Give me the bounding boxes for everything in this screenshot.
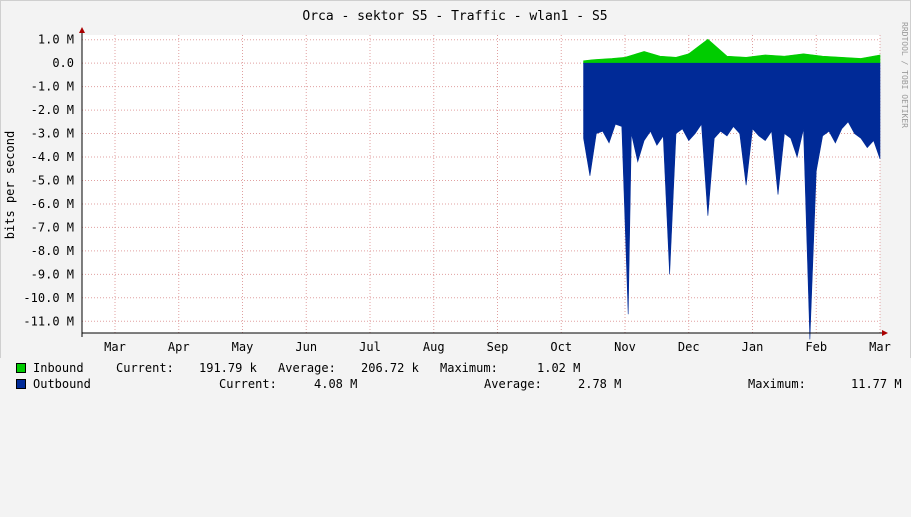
y-tick-label: 1.0 M bbox=[38, 33, 74, 47]
x-tick-label: Mar bbox=[869, 340, 891, 354]
x-tick-label: Oct bbox=[550, 340, 572, 354]
legend-inbound-name: Inbound bbox=[33, 361, 84, 375]
y-tick-label: -11.0 M bbox=[23, 314, 74, 328]
axes bbox=[79, 27, 888, 337]
legend-outbound-swatch bbox=[16, 379, 26, 389]
legend-outbound-name: Outbound bbox=[33, 377, 91, 391]
grid bbox=[82, 35, 881, 333]
y-tick-label: -6.0 M bbox=[31, 197, 74, 211]
legend-outbound: Outbound Current: 4.08 M Average: 2.78 M… bbox=[16, 377, 902, 393]
chart-title: Orca - sektor S5 - Traffic - wlan1 - S5 bbox=[302, 9, 607, 24]
y-tick-label: 0.0 bbox=[52, 56, 74, 70]
y-tick-label: -8.0 M bbox=[31, 244, 74, 258]
tick-labels: 1.0 M 0.0 -1.0 M -2.0 M -3.0 M -4.0 M -5.0 M -6… bbox=[23, 33, 890, 354]
legend-outbound-average-value: 2.78 M bbox=[578, 377, 622, 391]
legend-inbound-maximum-label: Maximum: bbox=[440, 361, 498, 375]
y-tick-label: -4.0 M bbox=[31, 150, 74, 164]
x-tick-label: May bbox=[232, 340, 254, 354]
x-tick-label: Dec bbox=[678, 340, 700, 354]
x-axis-arrow bbox=[882, 330, 888, 336]
chart: Orca - sektor S5 - Traffic - wlan1 - S5 … bbox=[0, 0, 911, 400]
x-tick-label: Jun bbox=[295, 340, 317, 354]
x-tick-label: Sep bbox=[487, 340, 509, 354]
legend-inbound-current-value: 191.79 k bbox=[199, 361, 257, 375]
x-tick-label: Jul bbox=[359, 340, 381, 354]
x-tick-label: Apr bbox=[168, 340, 190, 354]
legend-outbound-maximum-label: Maximum: bbox=[748, 377, 806, 391]
y-tick-label: -3.0 M bbox=[31, 127, 74, 141]
y-tick-label: -7.0 M bbox=[31, 220, 74, 234]
y-tick-label: -2.0 M bbox=[31, 103, 74, 117]
legend-outbound-current-value: 4.08 M bbox=[314, 377, 358, 391]
legend-inbound-maximum-value: 1.02 M bbox=[537, 361, 581, 375]
legend-inbound-current-label: Current: bbox=[116, 361, 174, 375]
series-inbound-area bbox=[583, 38, 881, 64]
y-tick-label: -9.0 M bbox=[31, 267, 74, 281]
series-layer bbox=[583, 38, 881, 340]
x-tick-label: Feb bbox=[805, 340, 827, 354]
legend-outbound-maximum-value: 11.77 M bbox=[851, 377, 902, 391]
legend-outbound-current-label: Current: bbox=[219, 377, 277, 391]
y-axis-arrow bbox=[79, 27, 85, 33]
y-tick-label: -5.0 M bbox=[31, 173, 74, 187]
y-tick-label: -10.0 M bbox=[23, 291, 74, 305]
rrdtool-watermark: RRDTOOL / TOBI OETIKER bbox=[900, 22, 909, 128]
chart-canvas: Orca - sektor S5 - Traffic - wlan1 - S5 … bbox=[0, 0, 911, 400]
x-tick-label: Mar bbox=[104, 340, 126, 354]
legend-inbound-average-value: 206.72 k bbox=[361, 361, 419, 375]
legend-inbound: Inbound Current: 191.79 k Average: 206.7… bbox=[16, 361, 896, 377]
legend-outbound-average-label: Average: bbox=[484, 377, 542, 391]
series-outbound-area bbox=[583, 62, 881, 340]
x-tick-label: Nov bbox=[614, 340, 636, 354]
x-tick-label: Aug bbox=[423, 340, 445, 354]
plot-area: 1.0 M 0.0 -1.0 M -2.0 M -3.0 M -4.0 M -5.0 M -6… bbox=[23, 27, 891, 354]
legend-inbound-average-label: Average: bbox=[278, 361, 336, 375]
x-tick-label: Jan bbox=[742, 340, 764, 354]
y-axis-label: bits per second bbox=[3, 131, 17, 239]
y-tick-label: -1.0 M bbox=[31, 80, 74, 94]
legend-inbound-swatch bbox=[16, 363, 26, 373]
